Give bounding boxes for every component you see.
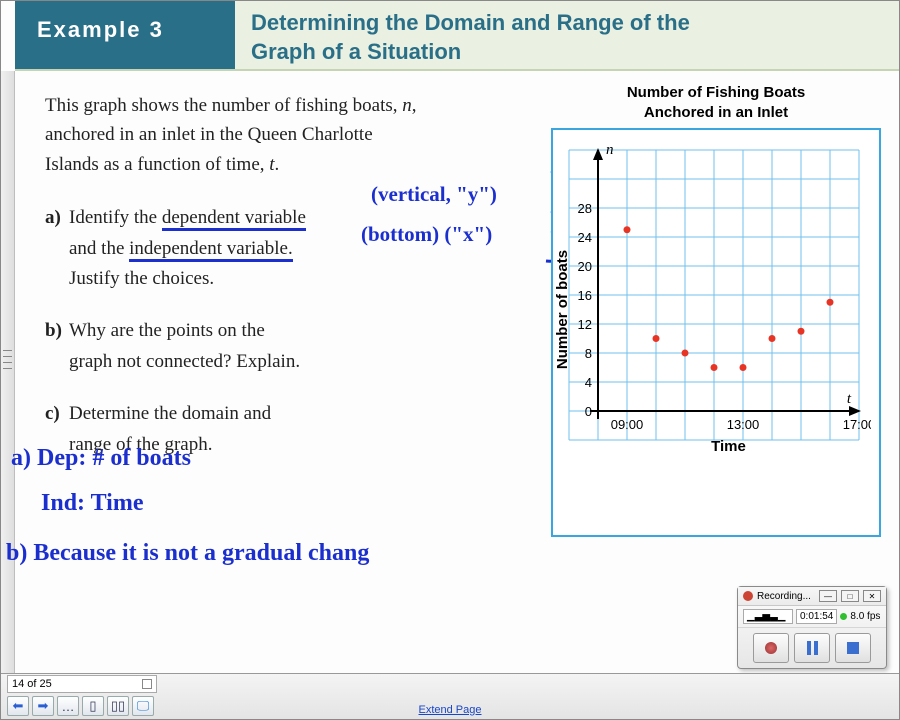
extend-page-link[interactable]: Extend Page <box>419 704 482 716</box>
recording-title-text: Recording... <box>757 591 811 602</box>
nav-buttons: ⬅ ➡ … ▯ ▯▯ 🖵 <box>7 696 154 716</box>
page-indicator[interactable]: 14 of 25 <box>7 675 157 693</box>
chart-container: Number of Fishing Boats Anchored in an I… <box>551 83 881 537</box>
recording-controls <box>738 628 886 668</box>
q-label: b) <box>45 316 62 346</box>
recording-widget[interactable]: Recording... — □ ✕ ▁▃▅▃▁ 0:01:54 8.0 fps <box>737 586 887 669</box>
svg-text:16: 16 <box>578 288 592 303</box>
pause-button[interactable] <box>794 633 830 663</box>
q-label: a) <box>45 203 61 233</box>
header-title: Determining the Domain and Range of the … <box>235 1 690 69</box>
svg-text:12: 12 <box>578 317 592 332</box>
maximize-button[interactable]: □ <box>841 590 859 602</box>
dual-page-button[interactable]: ▯▯ <box>107 696 129 716</box>
title-line1: Determining the Domain and Range of the <box>251 10 690 35</box>
recording-titlebar[interactable]: Recording... — □ ✕ <box>738 587 886 606</box>
next-page-button[interactable]: ➡ <box>32 696 54 716</box>
bottom-toolbar: 14 of 25 ⬅ ➡ … ▯ ▯▯ 🖵 Extend Page <box>1 673 899 719</box>
svg-text:8: 8 <box>585 346 592 361</box>
mic-select[interactable]: ▁▃▅▃▁ <box>743 609 793 624</box>
q-text: Determine the domain and <box>69 403 271 424</box>
dependent-variable-term: dependent variable <box>162 207 306 231</box>
scatter-chart: nt048121620242809:0013:0017:00TimeNumber… <box>553 130 871 530</box>
page-number-text: 14 of 25 <box>12 678 52 690</box>
chart-title-l1: Number of Fishing Boats <box>627 84 805 101</box>
handwritten-answer-b: b) Because it is not a gradual chang <box>6 536 369 571</box>
question-list: a) Identify the dependent variable and t… <box>45 203 395 460</box>
page-menu-icon[interactable] <box>142 679 152 689</box>
svg-text:17:00: 17:00 <box>843 417 871 432</box>
question-b: b) Why are the points on the graph not c… <box>45 316 395 377</box>
more-button[interactable]: … <box>57 696 79 716</box>
recording-time: 0:01:54 <box>796 609 837 624</box>
recording-info-row: ▁▃▅▃▁ 0:01:54 8.0 fps <box>738 606 886 628</box>
minimize-button[interactable]: — <box>819 590 837 602</box>
close-button[interactable]: ✕ <box>863 590 881 602</box>
svg-text:09:00: 09:00 <box>611 417 644 432</box>
record-button[interactable] <box>753 633 789 663</box>
svg-text:24: 24 <box>578 230 592 245</box>
fullscreen-button[interactable]: 🖵 <box>132 696 154 716</box>
stop-icon <box>847 642 859 654</box>
chart-title-l2: Anchored in an Inlet <box>644 104 788 121</box>
intro-text: , <box>412 95 417 116</box>
pause-icon <box>807 641 818 655</box>
recording-fps: 8.0 fps <box>850 611 880 622</box>
status-dot-icon <box>840 613 847 620</box>
svg-text:4: 4 <box>585 375 592 390</box>
annotation-bracket-icon <box>351 161 571 271</box>
svg-text:20: 20 <box>578 259 592 274</box>
prev-page-button[interactable]: ⬅ <box>7 696 29 716</box>
example-badge: Example 3 <box>15 1 235 69</box>
independent-variable-term: independent variable. <box>129 238 293 262</box>
record-icon <box>765 642 777 654</box>
intro-text: Islands as a function of time, <box>45 154 269 175</box>
q-text: Justify the choices. <box>69 268 214 289</box>
intro-text: anchored in an inlet in the Queen Charlo… <box>45 124 373 145</box>
q-text: graph not connected? Explain. <box>69 351 300 372</box>
chart-box: nt048121620242809:0013:0017:00TimeNumber… <box>551 128 881 537</box>
q-text: Identify the <box>69 207 162 228</box>
chart-title: Number of Fishing Boats Anchored in an I… <box>551 83 881 122</box>
page-content: This graph shows the number of fishing b… <box>1 71 899 651</box>
q-label: c) <box>45 399 60 429</box>
svg-text:28: 28 <box>578 201 592 216</box>
record-status-icon <box>743 591 753 601</box>
question-a: a) Identify the dependent variable and t… <box>45 203 395 294</box>
svg-text:13:00: 13:00 <box>727 417 760 432</box>
single-page-button[interactable]: ▯ <box>82 696 104 716</box>
example-header: Example 3 Determining the Domain and Ran… <box>15 1 899 71</box>
svg-text:Time: Time <box>711 438 746 455</box>
q-text: Why are the points on the <box>69 320 265 341</box>
intro-text: This graph shows the number of fishing b… <box>45 95 402 116</box>
var-n: n <box>402 95 412 116</box>
svg-text:0: 0 <box>585 404 592 419</box>
intro-text: . <box>275 154 280 175</box>
handwritten-answer-a-dep: a) Dep: # of boats <box>11 441 191 476</box>
q-text: and the <box>69 238 129 259</box>
stop-button[interactable] <box>835 633 871 663</box>
handwritten-answer-a-ind: Ind: Time <box>41 486 143 521</box>
title-line2: Graph of a Situation <box>251 39 461 64</box>
svg-text:Number of boats: Number of boats <box>554 250 571 369</box>
svg-text:n: n <box>606 142 614 158</box>
